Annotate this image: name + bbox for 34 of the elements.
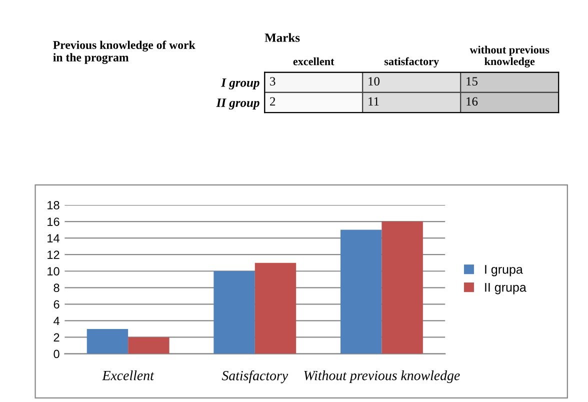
y-tick-label: II group (216, 98, 260, 110)
x-tick-label: Without previous knowledge (304, 370, 460, 384)
y-tick-label: I group (221, 78, 260, 90)
data-label: 10 (368, 77, 380, 86)
x-tick-label: satisfactory (384, 57, 439, 68)
legend-label: II grupa (485, 283, 526, 294)
bar (254, 262, 296, 354)
data-label: 2 (270, 97, 276, 106)
y-tick-label: 8 (54, 284, 60, 292)
text: Previous knowledge of work in the program (53, 40, 196, 64)
x-tick-label: excellent (293, 57, 334, 66)
y-tick-label: 14 (48, 234, 60, 242)
bar (128, 337, 170, 354)
bar (340, 230, 382, 354)
bar (382, 222, 423, 354)
y-tick-label: 10 (48, 267, 60, 276)
legend-label: I grupa (485, 265, 523, 276)
y-tick-label: 4 (54, 316, 60, 325)
x-tick-label: Excellent (102, 370, 154, 380)
y-tick-label: 12 (48, 250, 60, 259)
x-tick-label: without previous knowledge (470, 46, 550, 68)
chart-title: Marks (264, 33, 300, 42)
data-label: 11 (368, 97, 379, 106)
data-label: 16 (466, 97, 478, 106)
y-tick-label: 2 (54, 333, 60, 342)
y-tick-label: 6 (54, 300, 60, 309)
data-label: 15 (466, 77, 478, 86)
bar (214, 271, 255, 354)
y-tick-label: 0 (54, 350, 60, 358)
bar (86, 328, 128, 354)
data-label: 3 (270, 77, 276, 86)
y-tick-label: 16 (48, 218, 60, 226)
x-tick-label: Satisfactory (222, 370, 288, 384)
y-tick-label: 18 (48, 201, 60, 210)
